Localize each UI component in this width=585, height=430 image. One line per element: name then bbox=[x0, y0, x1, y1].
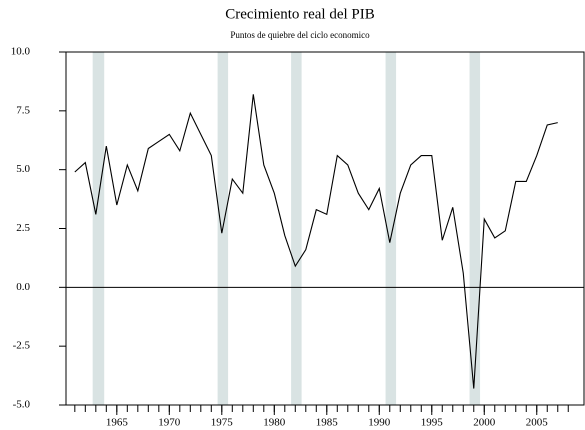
chart-title: Crecimiento real del PIB bbox=[225, 6, 375, 22]
x-tick-label: 1980 bbox=[263, 417, 286, 429]
x-tick-label: 2005 bbox=[526, 417, 549, 429]
x-tick-label: 1985 bbox=[316, 417, 339, 429]
data-line bbox=[74, 94, 558, 389]
shaded-period bbox=[291, 52, 302, 405]
y-tick-label: 0.0 bbox=[16, 281, 30, 293]
y-tick-label: 2.5 bbox=[16, 222, 30, 234]
y-tick-label: -5.0 bbox=[13, 399, 31, 411]
x-tick-label: 1995 bbox=[421, 417, 444, 429]
x-tick-label: 1965 bbox=[106, 417, 129, 429]
x-tick-label: 2000 bbox=[473, 417, 496, 429]
y-tick-label: 5.0 bbox=[16, 163, 30, 175]
y-tick-label: -2.5 bbox=[13, 340, 31, 352]
x-tick-label: 1990 bbox=[368, 417, 391, 429]
shaded-period bbox=[92, 52, 105, 405]
y-tick-label: 10.0 bbox=[11, 46, 31, 58]
x-tick-label: 1970 bbox=[158, 417, 181, 429]
chart-subtitle: Puntos de quiebre del ciclo economico bbox=[230, 30, 370, 40]
shaded-period bbox=[385, 52, 397, 405]
x-tick-label: 1975 bbox=[211, 417, 234, 429]
shaded-period bbox=[469, 52, 481, 405]
y-tick-label: 7.5 bbox=[16, 104, 30, 116]
